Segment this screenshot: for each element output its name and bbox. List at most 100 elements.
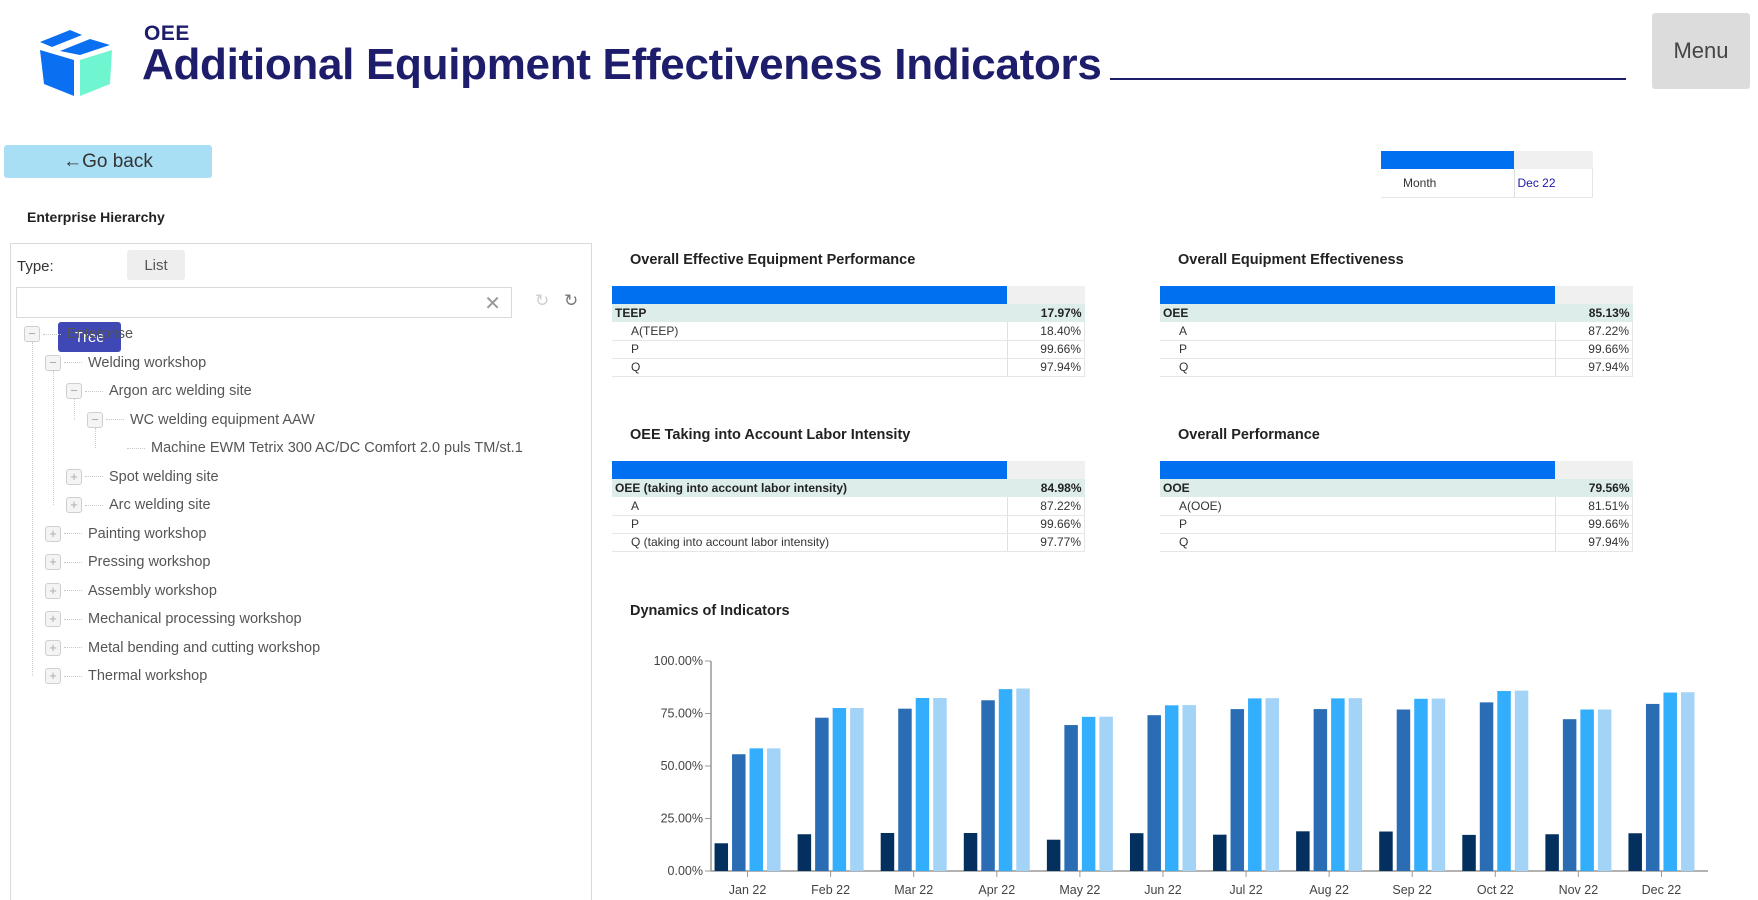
bar-oee — [1514, 690, 1529, 871]
kpi-name: A — [1160, 322, 1555, 341]
tree-node-label[interactable]: Thermal workshop — [88, 668, 208, 684]
bar-teep — [1046, 839, 1061, 871]
bar-oee-taking-into-account-labor-intensity- — [749, 748, 764, 871]
month-filter: Month Dec 22 — [1381, 151, 1593, 198]
kpi-name: TEEP — [612, 304, 1007, 322]
expand-icon[interactable]: + — [45, 582, 61, 599]
collapse-icon[interactable]: − — [45, 354, 61, 371]
tree-connector — [64, 590, 82, 591]
tree-node[interactable]: − Enterprise — [24, 322, 133, 346]
bar-ooe — [1230, 709, 1245, 871]
refresh-icon[interactable]: ↻ — [564, 291, 579, 310]
bar-teep — [797, 834, 812, 871]
expand-icon[interactable]: + — [45, 554, 61, 570]
bar-teep — [1213, 834, 1227, 871]
clear-icon[interactable]: ✕ — [484, 293, 501, 315]
tree-node-label[interactable]: Argon arc welding site — [109, 383, 252, 399]
bar-teep — [1296, 831, 1310, 871]
x-tick-label: Jan 22 — [729, 883, 767, 897]
tree-node-label[interactable]: WC welding equipment AAW — [130, 411, 315, 428]
bar-ooe — [1147, 715, 1161, 871]
tree-node[interactable]: − WC welding equipment AAW — [87, 408, 315, 432]
bar-oee-taking-into-account-labor-intensity- — [1331, 698, 1345, 871]
kpi-name: P — [612, 340, 1007, 359]
collapse-icon[interactable]: − — [66, 383, 82, 399]
tree-node[interactable]: Machine EWM Tetrix 300 AC/DC Comfort 2.0… — [108, 436, 523, 460]
go-back-button[interactable]: ←Go back — [4, 145, 212, 178]
expand-icon[interactable]: + — [45, 639, 61, 656]
menu-button[interactable]: Menu — [1652, 13, 1750, 89]
bar-ooe — [1562, 719, 1577, 871]
bar-oee — [1016, 688, 1030, 871]
tree-view-button[interactable]: Tree — [58, 322, 121, 352]
kpi-row: Q 97.94% — [1160, 533, 1633, 552]
chart-title: Dynamics of Indicators — [630, 603, 790, 619]
bar-oee-taking-into-account-labor-intensity- — [1497, 691, 1511, 871]
tree-guide-line — [74, 399, 75, 420]
kpi-name: OEE — [1160, 304, 1555, 322]
tree-connector — [64, 675, 82, 677]
kpi-name: P — [1160, 340, 1555, 359]
kpi-name: Q — [1160, 533, 1555, 552]
expand-icon[interactable]: + — [66, 468, 82, 485]
tree-connector — [85, 504, 103, 506]
tree-node-label[interactable]: Welding workshop — [88, 354, 207, 371]
kpi-value: 97.94% — [1554, 533, 1633, 552]
bar-oee — [1265, 698, 1280, 871]
tree-node[interactable]: + Metal bending and cutting workshop — [45, 636, 320, 660]
kpi-table: TEEP 17.97% A(TEEP) 18.40% P 99.66% Q 97.94% — [612, 286, 1085, 377]
kpi-row: P 99.66% — [612, 515, 1085, 534]
tree-node[interactable]: − Argon arc welding site — [66, 379, 252, 403]
expand-icon[interactable]: + — [66, 497, 82, 513]
tree-node-label[interactable]: Arc welding site — [109, 497, 211, 513]
collapse-icon[interactable]: − — [24, 326, 40, 342]
tree-node[interactable]: + Assembly workshop — [45, 579, 217, 603]
kpi-value: 79.56% — [1555, 479, 1633, 497]
bar-teep — [1379, 831, 1393, 871]
tree-connector — [85, 390, 103, 392]
tree-node[interactable]: + Arc welding site — [66, 493, 211, 517]
tree-connector — [64, 561, 82, 563]
tree-connector — [127, 447, 145, 449]
y-tick-label: 0.00% — [668, 864, 703, 878]
collapse-icon[interactable]: − — [87, 411, 103, 428]
bar-oee-taking-into-account-labor-intensity- — [1414, 698, 1428, 871]
tree-node-label[interactable]: Assembly workshop — [88, 582, 217, 599]
tree-node-label[interactable]: Enterprise — [67, 326, 134, 342]
tree-node[interactable]: + Spot welding site — [66, 465, 219, 489]
tree-node-label[interactable]: Painting workshop — [88, 525, 207, 542]
bar-oee-taking-into-account-labor-intensity- — [915, 697, 930, 871]
tree-node-label[interactable]: Mechanical processing workshop — [88, 611, 302, 627]
list-view-button[interactable]: List — [127, 250, 185, 280]
kpi-row: Q (taking into account labor intensity) 9… — [612, 533, 1085, 552]
tree-node-label[interactable]: Pressing workshop — [88, 554, 211, 570]
tree-node[interactable]: + Mechanical processing workshop — [45, 607, 302, 631]
kpi-name: OOE — [1160, 479, 1555, 497]
tree-node[interactable]: − Welding workshop — [45, 351, 206, 375]
kpi-table: OEE (taking into account labor intensity… — [612, 461, 1085, 552]
kpi-name: Q — [612, 358, 1007, 377]
bar-ooe — [1064, 725, 1078, 871]
expand-icon[interactable]: + — [45, 611, 61, 627]
tree-node-label[interactable]: Metal bending and cutting workshop — [88, 639, 321, 656]
type-label: Type: — [17, 258, 54, 275]
kpi-name: A — [612, 497, 1007, 516]
kpi-row: P 99.66% — [1160, 340, 1633, 359]
month-value[interactable]: Dec 22 — [1513, 169, 1593, 198]
kpi-header-bar — [612, 286, 1007, 304]
bar-teep — [1628, 833, 1642, 871]
expand-icon[interactable]: + — [45, 668, 61, 684]
hierarchy-search[interactable]: ✕ — [16, 287, 512, 318]
tree-node-label[interactable]: Machine EWM Tetrix 300 AC/DC Comfort 2.0… — [151, 440, 523, 456]
expand-icon[interactable]: + — [45, 525, 61, 542]
tree-node[interactable]: + Thermal workshop — [45, 664, 207, 688]
tree-node-label[interactable]: Spot welding site — [109, 468, 219, 485]
kpi-value: 99.66% — [1006, 515, 1085, 534]
tree-node[interactable]: + Painting workshop — [45, 522, 207, 546]
tree-node[interactable]: + Pressing workshop — [45, 550, 211, 574]
kpi-row: Q 97.94% — [612, 358, 1085, 377]
refresh-disabled-icon: ↻ — [535, 291, 550, 310]
kpi-row: P 99.66% — [612, 340, 1085, 359]
hierarchy-search-input[interactable] — [17, 288, 477, 317]
x-tick-label: Aug 22 — [1309, 883, 1349, 897]
